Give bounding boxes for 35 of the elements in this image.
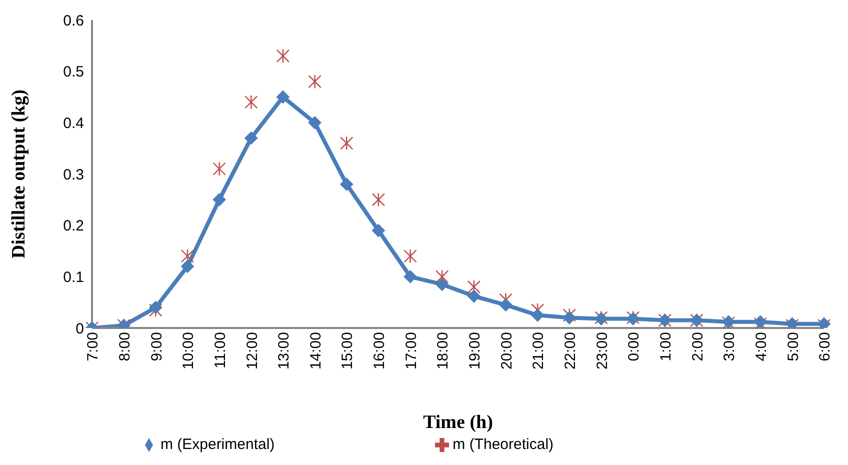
x-tick-label: 20:00 bbox=[498, 332, 516, 370]
x-tick-label: 4:00 bbox=[753, 332, 770, 362]
y-tick-label: 0.2 bbox=[63, 218, 84, 235]
x-tick-label: 23:00 bbox=[594, 332, 611, 370]
x-tick-label: 9:00 bbox=[148, 332, 166, 362]
x-tick-label: 16:00 bbox=[371, 332, 388, 370]
y-tick-label: 0.3 bbox=[63, 166, 84, 184]
y-tick-label: 0.4 bbox=[63, 114, 84, 132]
x-tick-label: 13:00 bbox=[276, 332, 293, 370]
x-tick-label: 12:00 bbox=[244, 332, 261, 370]
x-tick-label: 11:00 bbox=[212, 332, 229, 368]
x-tick-label: 6:00 bbox=[816, 332, 834, 362]
x-tick-label: 8:00 bbox=[116, 332, 134, 362]
x-tick-label: 18:00 bbox=[434, 332, 452, 370]
y-tick-label: 0.6 bbox=[63, 12, 84, 30]
x-tick-label: 17:00 bbox=[402, 332, 420, 370]
x-tick-label: 14:00 bbox=[307, 332, 324, 370]
x-tick-label: 19:00 bbox=[466, 332, 484, 370]
x-tick-label: 2:00 bbox=[689, 332, 706, 362]
legend-label: m (Experimental) bbox=[160, 436, 275, 453]
x-tick-label: 1:00 bbox=[658, 332, 675, 362]
x-tick-label: 7:00 bbox=[84, 332, 102, 362]
x-tick-label: 22:00 bbox=[562, 332, 580, 370]
y-tick-label: 0.5 bbox=[63, 64, 84, 81]
y-tick-label: 0.1 bbox=[63, 268, 84, 286]
x-tick-label: 3:00 bbox=[721, 332, 738, 362]
x-tick-label: 0:00 bbox=[626, 332, 643, 362]
x-tick-label: 21:00 bbox=[530, 332, 548, 370]
legend-label: m (Theoretical) bbox=[452, 436, 554, 453]
y-axis-title: Distillate output (kg) bbox=[8, 90, 30, 258]
x-axis-title: Time (h) bbox=[423, 412, 493, 433]
x-tick-label: 5:00 bbox=[784, 332, 802, 362]
y-tick-label: 0 bbox=[76, 320, 84, 338]
x-tick-label: 15:00 bbox=[339, 332, 356, 370]
x-tick-label: 10:00 bbox=[180, 332, 198, 370]
